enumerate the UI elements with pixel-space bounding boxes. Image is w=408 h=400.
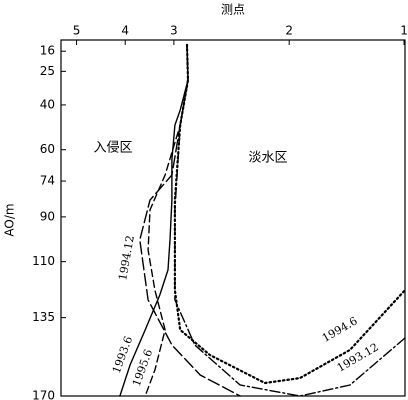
series-label: 1993.6 xyxy=(110,335,135,376)
series-line xyxy=(144,44,189,397)
y-tick-label: 170 xyxy=(32,389,55,400)
series-label: 1995.6 xyxy=(130,348,155,389)
x-tick-label: 1 xyxy=(400,24,408,38)
series-line xyxy=(174,44,406,397)
series-label: 1993.12 xyxy=(335,341,381,375)
series-line xyxy=(119,44,189,397)
x-axis-label: 测点 xyxy=(221,3,245,17)
plot-frame xyxy=(60,39,406,397)
y-tick-label: 135 xyxy=(32,310,55,324)
y-tick-label: 16 xyxy=(40,44,55,58)
x-tick-label: 3 xyxy=(170,24,178,38)
series-label: 1994.12 xyxy=(116,234,137,281)
y-tick-label: 110 xyxy=(32,254,55,268)
series-line xyxy=(173,43,407,385)
series-label: 1994.6 xyxy=(320,314,360,345)
y-tick-label: 25 xyxy=(40,64,55,78)
x-tick-label: 2 xyxy=(285,24,293,38)
y-tick-label: 40 xyxy=(40,97,55,111)
y-tick-label: 60 xyxy=(40,142,55,156)
region-label: 入侵区 xyxy=(93,140,132,156)
x-tick-label: 4 xyxy=(121,24,129,38)
series-line xyxy=(139,44,241,397)
region-label: 淡水区 xyxy=(248,151,287,166)
y-tick-label: 74 xyxy=(40,174,55,188)
x-tick-label: 5 xyxy=(73,24,81,38)
y-axis-label: AO/m xyxy=(3,203,17,236)
y-tick-label: 90 xyxy=(40,209,55,223)
